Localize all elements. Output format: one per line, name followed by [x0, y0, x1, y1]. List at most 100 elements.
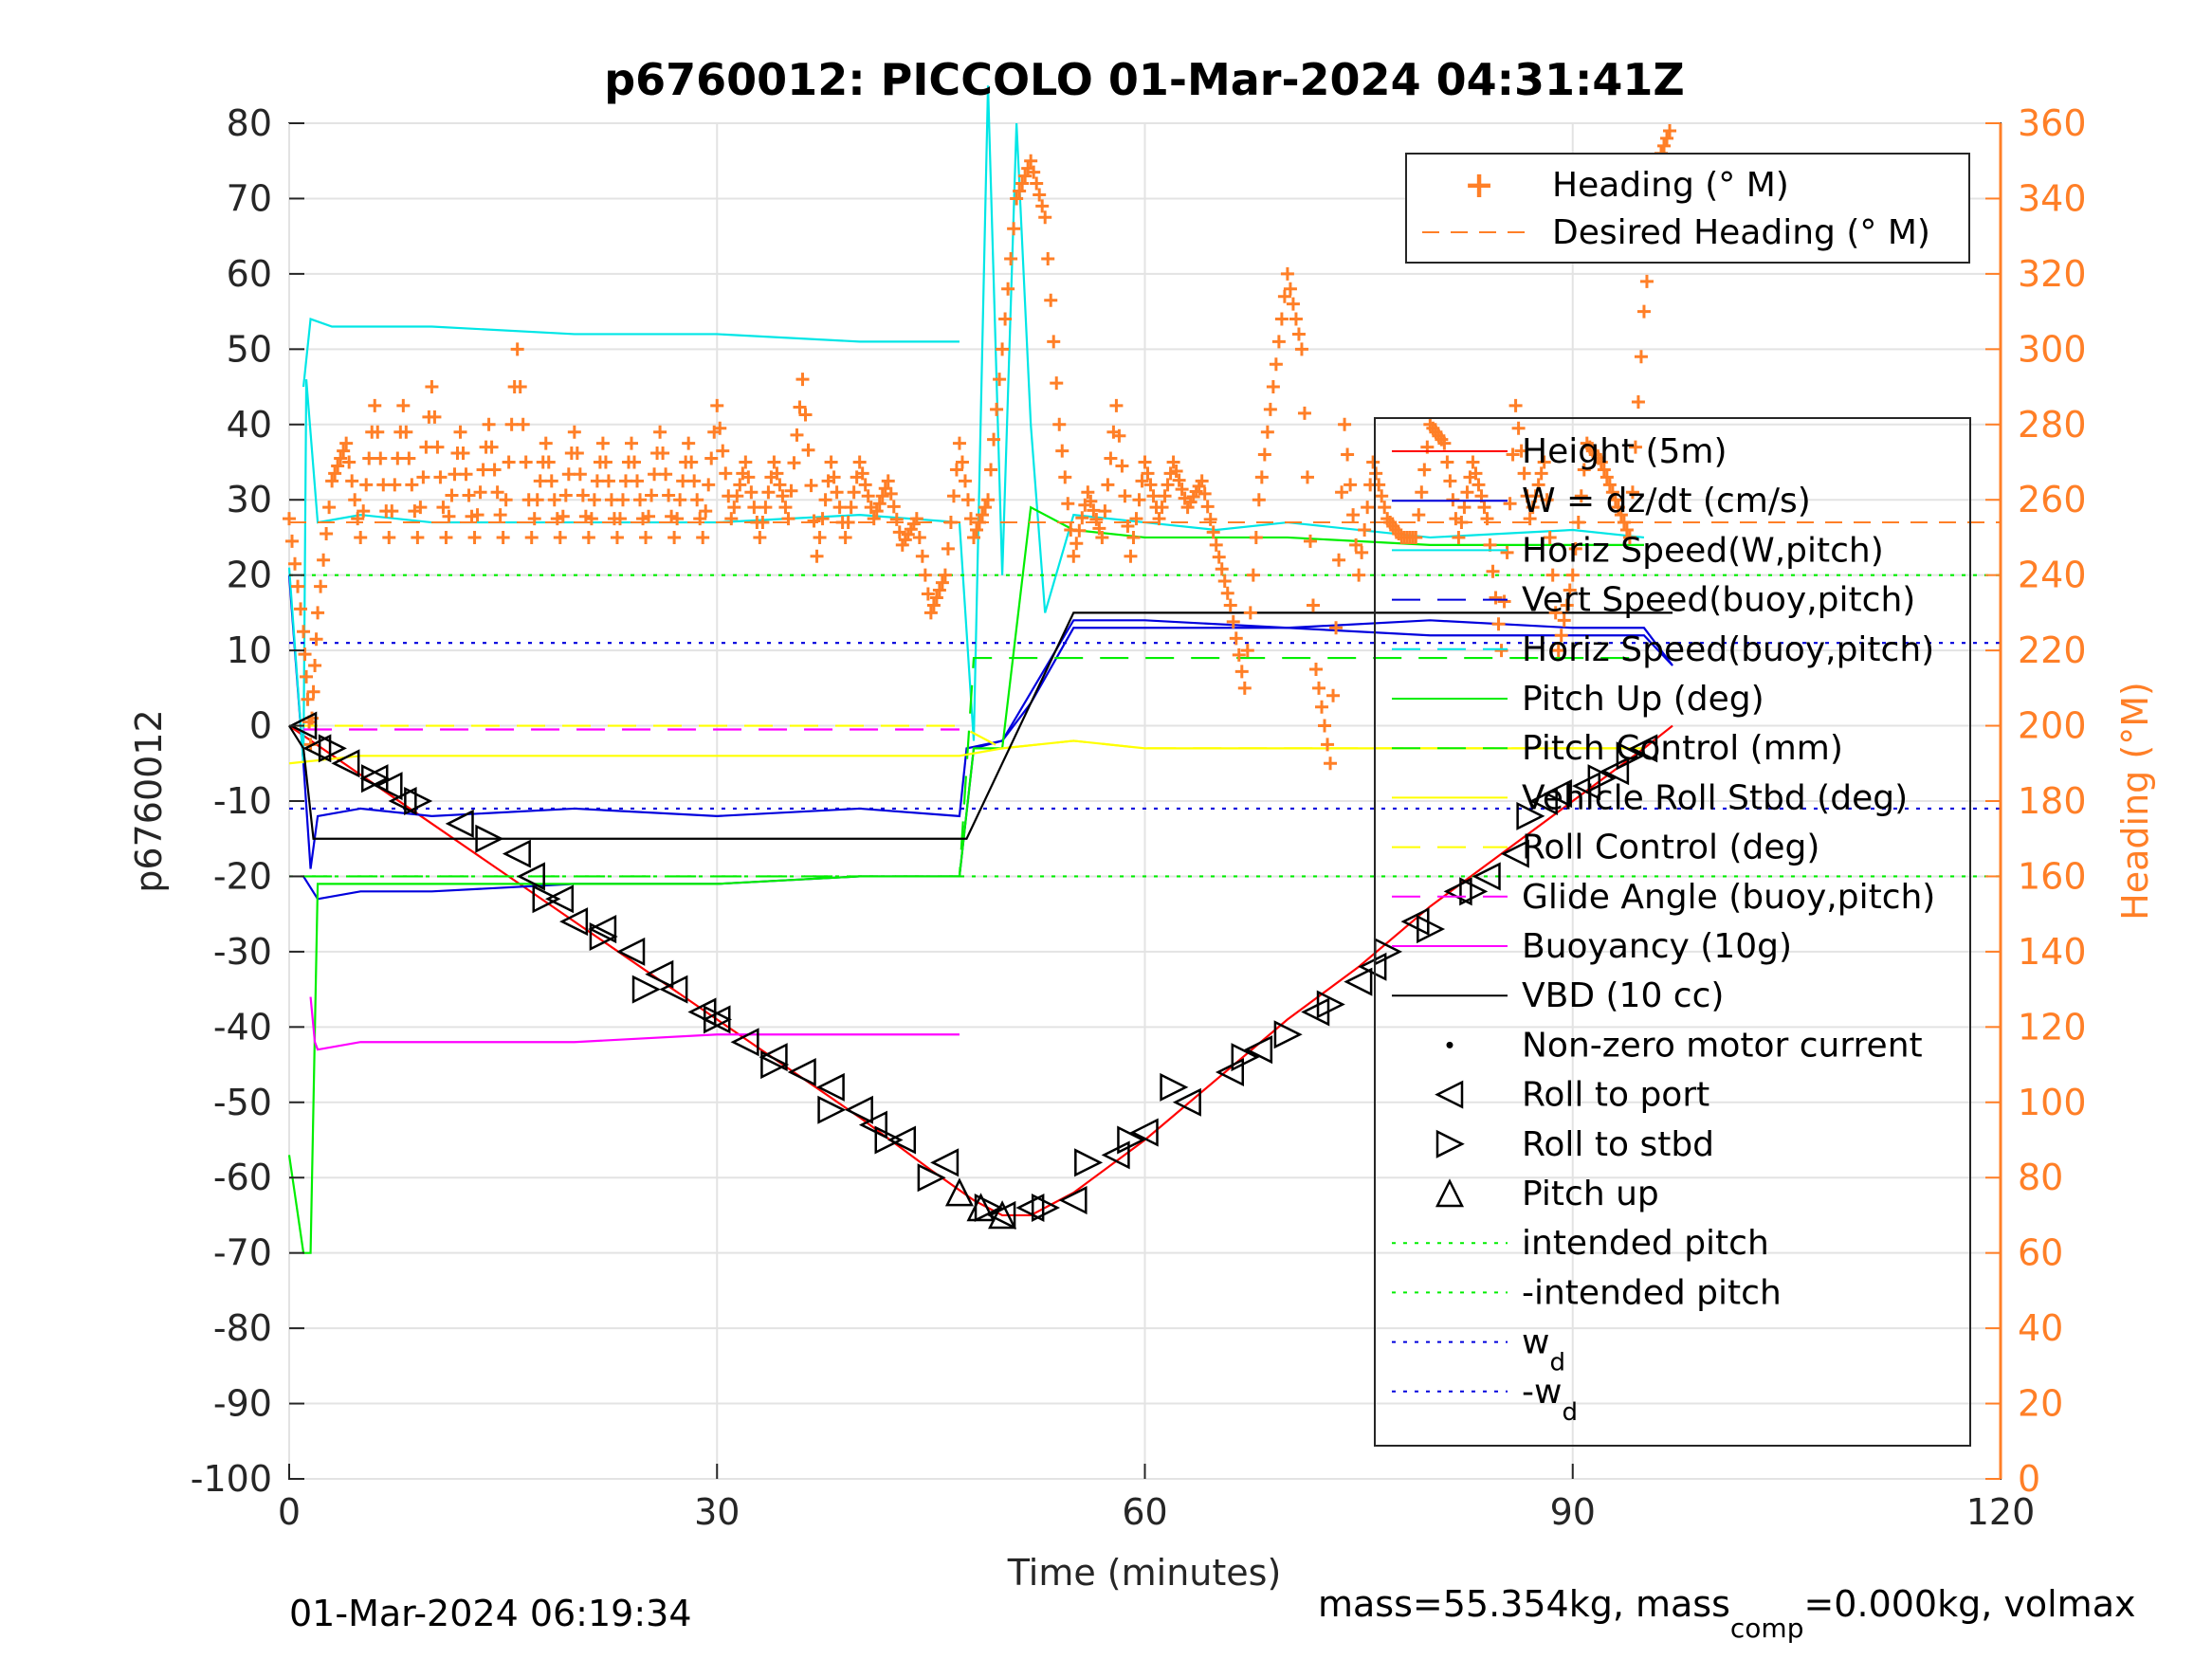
legend-heading: + Heading (° M) Desired Heading (° M) — [1405, 153, 1970, 264]
legend-main: Height (5m) W = dz/dt (cm/s) Horiz Speed(W… — [1374, 417, 1971, 1447]
heading-point — [1269, 357, 1283, 372]
heading-point — [1294, 342, 1308, 356]
heading-point — [1129, 512, 1143, 526]
y-tick-label: 80 — [227, 102, 272, 144]
y2-axis-label: Heading (°M) — [2114, 682, 2156, 921]
heading-point — [892, 525, 906, 539]
heading-point — [955, 455, 969, 469]
heading-point — [1234, 665, 1249, 679]
heading-point — [1215, 562, 1229, 576]
heading-point — [943, 516, 958, 530]
legend-entry: Pitch Control (mm) — [1522, 729, 1843, 768]
x-tick-label: 90 — [1550, 1491, 1596, 1533]
roll-to-stbd-marker — [1587, 764, 1617, 793]
heading-point — [1109, 398, 1124, 412]
heading-point — [867, 512, 881, 526]
heading-point — [909, 512, 923, 526]
heading-point — [1229, 631, 1243, 646]
heading-point — [1454, 516, 1469, 530]
roll-to-port-marker — [1344, 967, 1373, 996]
heading-point — [1038, 210, 1052, 225]
heading-point — [1440, 455, 1454, 469]
heading-point — [618, 474, 632, 488]
heading-point — [1639, 274, 1654, 288]
y-tick-label: -30 — [213, 931, 272, 973]
heading-point — [1517, 466, 1531, 481]
heading-point — [1118, 489, 1132, 503]
roll-to-port-marker — [445, 809, 474, 838]
pitch-up-marker — [944, 1177, 974, 1207]
heading-point — [328, 466, 342, 481]
heading-point — [1477, 501, 1491, 515]
heading-point — [767, 455, 781, 469]
heading-point — [1324, 757, 1338, 771]
heading-point — [869, 504, 884, 519]
heading-point — [1030, 176, 1044, 191]
heading-point — [987, 432, 1001, 447]
y-tick-label: 60 — [227, 253, 272, 295]
heading-point — [1531, 478, 1545, 492]
heading-point — [1602, 478, 1617, 492]
heading-point — [1375, 489, 1389, 503]
heading-point — [1237, 681, 1252, 695]
pitch-up-marker — [988, 1200, 1017, 1230]
heading-point — [1169, 465, 1183, 479]
heading-point — [487, 463, 502, 477]
heading-point — [781, 512, 795, 526]
heading-point — [416, 470, 430, 484]
heading-point — [430, 440, 445, 454]
heading-point — [1551, 644, 1565, 658]
legend-entry: Horiz Speed(W,pitch) — [1522, 531, 1884, 570]
heading-point — [1132, 493, 1146, 507]
roll-to-port-marker — [1600, 757, 1630, 786]
footer-date: 01-Mar-2024 06:19:34 — [289, 1593, 692, 1634]
heading-point — [1506, 447, 1520, 462]
heading-point — [1155, 501, 1169, 515]
heading-point — [1460, 485, 1474, 500]
heading-point — [872, 497, 887, 511]
heading-point — [285, 534, 300, 548]
legend-entry-subscript: d — [1562, 1398, 1578, 1427]
roll-to-port-marker — [1172, 1087, 1201, 1117]
heading-point — [1611, 501, 1625, 515]
roll-to-stbd-marker — [631, 975, 661, 1004]
heading-point — [1494, 644, 1508, 658]
heading-point — [973, 516, 987, 530]
heading-point — [810, 549, 824, 563]
heading-point — [1141, 466, 1155, 481]
heading-point — [1024, 154, 1038, 168]
heading-point — [1297, 406, 1311, 420]
legend-heading-entry: Heading (° M) — [1552, 166, 1789, 205]
heading-point — [693, 512, 707, 526]
roll-to-stbd-marker — [704, 1005, 733, 1034]
heading-point — [1329, 621, 1344, 635]
heading-point — [1326, 688, 1341, 702]
heading-point — [530, 493, 544, 507]
heading-point — [567, 425, 581, 439]
heading-point — [1321, 738, 1335, 752]
heading-point — [1466, 455, 1480, 469]
heading-point — [1563, 583, 1577, 597]
heading-point — [348, 493, 362, 507]
roll-to-port-marker — [302, 734, 332, 763]
heading-point — [399, 425, 413, 439]
footer-mass: mass=55.354kg, masscomp=0.000kg, volmax — [1318, 1583, 2135, 1644]
heading-point — [1084, 494, 1098, 508]
heading-point — [946, 489, 960, 503]
legend-entry: Pitch Up (deg) — [1522, 680, 1764, 719]
series-line — [289, 724, 1644, 750]
heading-point — [1061, 497, 1075, 511]
roll-to-port-marker — [1443, 877, 1472, 906]
heading-point — [1271, 335, 1286, 349]
heading-point — [598, 455, 612, 469]
heading-point — [337, 444, 351, 458]
heading-point — [642, 509, 656, 523]
y-tick-label: 40 — [227, 404, 272, 446]
heading-point — [699, 504, 713, 519]
heading-point — [967, 530, 980, 544]
heading-point — [1378, 501, 1392, 515]
heading-point — [1135, 474, 1149, 488]
heading-point — [1095, 530, 1109, 544]
heading-point — [376, 478, 391, 492]
x-tick-label: 30 — [694, 1491, 740, 1533]
